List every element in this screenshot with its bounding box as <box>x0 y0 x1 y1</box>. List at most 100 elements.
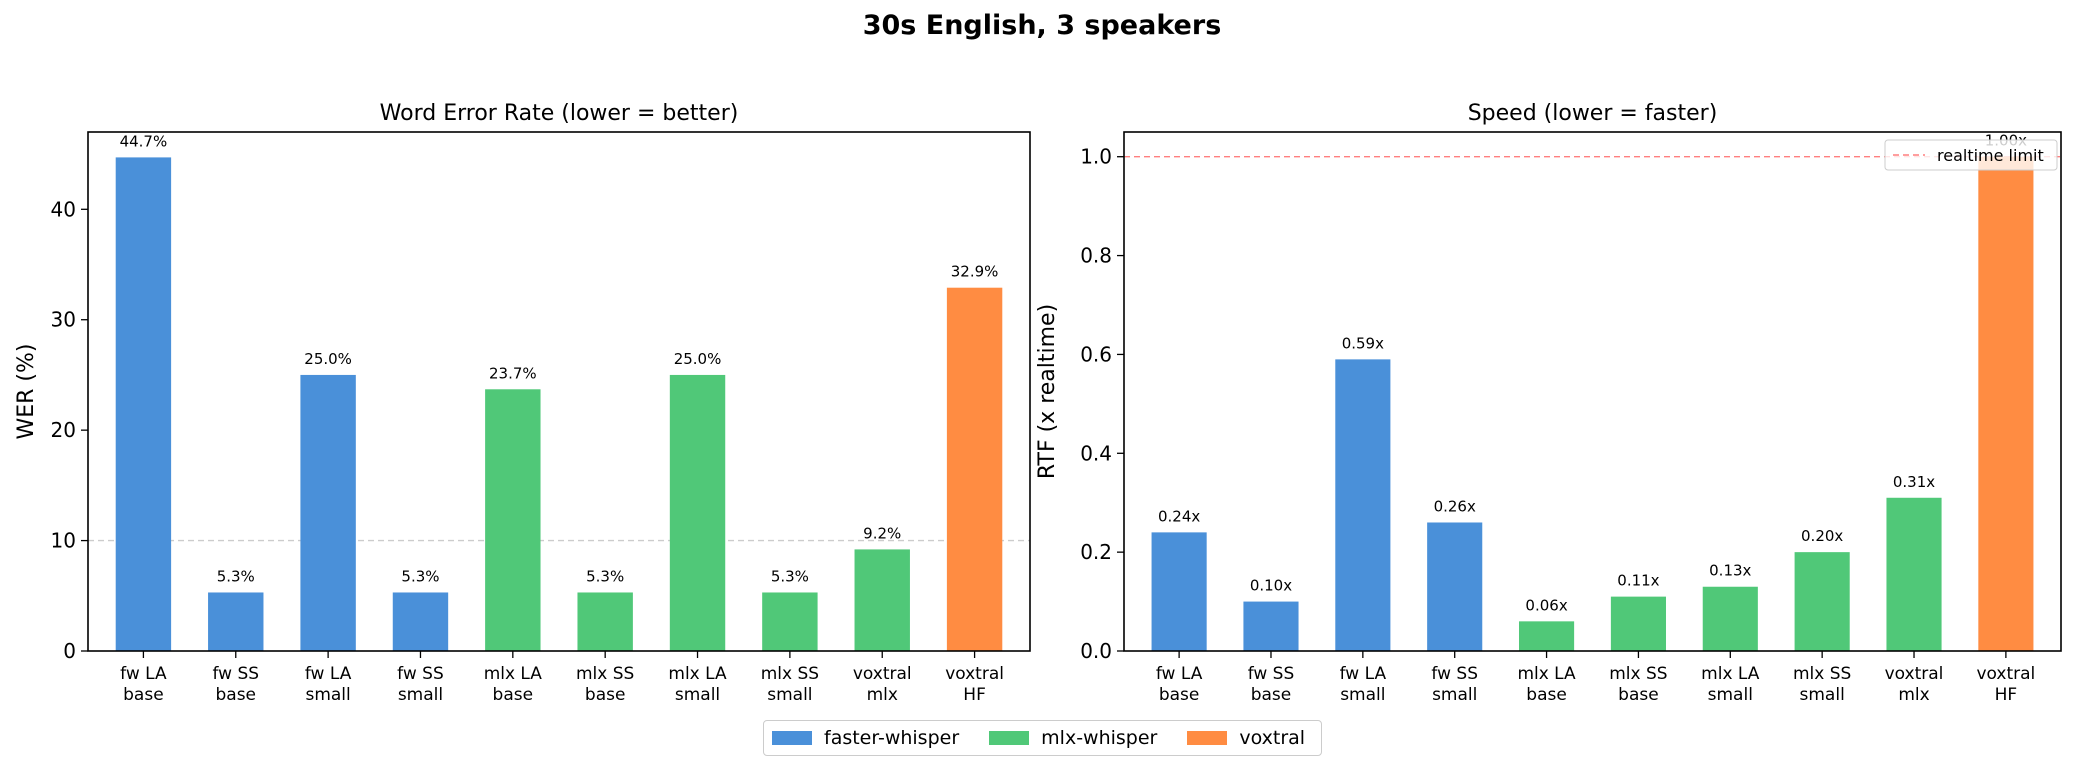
bar-value-label: 5.3% <box>771 567 809 585</box>
x-tick-label: fw LA <box>305 664 352 684</box>
x-tick-label: base <box>493 685 534 705</box>
bar <box>669 374 726 651</box>
axes-frame <box>1123 131 2062 652</box>
x-tick-label: small <box>767 685 812 705</box>
x-tick-label: mlx SS <box>761 664 819 684</box>
bar <box>854 549 910 651</box>
x-tick-label: mlx LA <box>1517 664 1576 684</box>
speed-chart: 0.24x 0.10x 0.59x 0.26x 0.06x 0.11x 0.13x 0.20x… <box>1035 101 2062 705</box>
y-tick-label: 10 <box>51 529 76 553</box>
legend-label: voxtral <box>1239 727 1306 749</box>
x-tick-label: small <box>1340 685 1385 705</box>
legend-item-mlx-whisper: mlx-whisper <box>989 727 1157 749</box>
y-tick-label: 0 <box>63 639 76 663</box>
legend-label: mlx-whisper <box>1041 727 1158 749</box>
x-tick-label: small <box>398 685 443 705</box>
y-axis-label: RTF (x realtime) <box>1035 304 1060 479</box>
bar-value-label: 0.10x <box>1250 577 1292 595</box>
bar-value-label: 0.31x <box>1893 473 1935 491</box>
legend-item-voxtral: voxtral <box>1187 727 1305 749</box>
y-tick-label: 1.0 <box>1080 145 1112 169</box>
bar-value-label: 32.9% <box>951 263 999 281</box>
bar-value-label: 25.0% <box>304 350 352 368</box>
bar-value-label: 0.24x <box>1158 507 1200 525</box>
bar-value-label: 9.2% <box>863 524 901 542</box>
bar <box>300 374 356 651</box>
bar <box>1151 532 1207 651</box>
x-tick-label: mlx LA <box>484 664 543 684</box>
bar <box>1427 522 1483 651</box>
chart-title: Word Error Rate (lower = better) <box>380 101 739 126</box>
bar-value-label: 0.26x <box>1434 497 1476 515</box>
y-tick-label: 0.6 <box>1080 342 1112 366</box>
y-tick-label: 0.8 <box>1080 244 1112 268</box>
x-tick-label: base <box>1526 685 1567 705</box>
legend-swatch <box>1187 731 1228 745</box>
y-tick-label: 0.2 <box>1080 540 1112 564</box>
x-tick-label: base <box>1618 685 1659 705</box>
x-tick-label: fw LA <box>120 664 167 684</box>
bar <box>946 287 1003 651</box>
y-tick-label: 30 <box>51 308 76 332</box>
x-tick-label: fw SS <box>1431 664 1478 684</box>
x-tick-label: small <box>675 685 720 705</box>
x-tick-label: fw LA <box>1156 664 1203 684</box>
x-tick-label: mlx SS <box>1609 664 1667 684</box>
bar <box>1886 497 1942 651</box>
realtime-legend-label: realtime limit <box>1937 146 2044 165</box>
x-tick-label: mlx LA <box>1701 664 1760 684</box>
bar <box>1243 601 1299 651</box>
figure-title: 30s English, 3 speakers <box>863 10 1222 41</box>
axes-frame <box>87 131 1031 652</box>
bar <box>762 592 818 651</box>
x-tick-label: mlx <box>1898 685 1929 705</box>
bar-value-label: 0.20x <box>1801 527 1843 545</box>
bar <box>1335 359 1391 651</box>
legend-item-faster-whisper: faster-whisper <box>772 727 959 749</box>
x-tick-label: base <box>585 685 626 705</box>
x-tick-label: small <box>1800 685 1845 705</box>
x-tick-label: voxtral <box>1885 664 1944 684</box>
y-tick-label: 20 <box>51 418 76 442</box>
bar <box>115 157 172 651</box>
x-tick-label: voxtral <box>853 664 912 684</box>
y-tick-label: 40 <box>51 197 76 221</box>
x-tick-label: mlx SS <box>576 664 634 684</box>
legend-swatch <box>989 731 1030 745</box>
bar <box>485 389 541 651</box>
x-tick-label: mlx <box>867 685 898 705</box>
bar-value-label: 5.3% <box>401 567 439 585</box>
bar <box>208 592 264 651</box>
bar-value-label: 0.13x <box>1709 562 1751 580</box>
x-tick-label: HF <box>1995 685 2018 705</box>
x-tick-label: base <box>215 685 256 705</box>
y-tick-label: 0.4 <box>1080 441 1112 465</box>
bar-value-label: 0.06x <box>1525 596 1567 614</box>
y-axis-label: WER (%) <box>14 343 39 439</box>
x-tick-label: small <box>1432 685 1477 705</box>
bar-value-label: 0.59x <box>1342 334 1384 352</box>
bar-value-label: 44.7% <box>120 132 168 150</box>
y-tick-label: 0.0 <box>1080 639 1112 663</box>
realtime-legend-box <box>1884 139 2058 171</box>
figure-legend: faster-whisper mlx-whisper voxtral <box>763 720 1322 756</box>
x-tick-label: small <box>305 685 350 705</box>
x-tick-label: mlx SS <box>1793 664 1851 684</box>
x-tick-label: base <box>123 685 164 705</box>
x-tick-label: voxtral <box>945 664 1004 684</box>
x-tick-label: base <box>1251 685 1292 705</box>
x-tick-label: fw SS <box>1248 664 1295 684</box>
bar <box>1610 596 1666 651</box>
x-tick-label: fw LA <box>1340 664 1387 684</box>
x-tick-label: fw SS <box>397 664 444 684</box>
bar <box>1519 621 1575 651</box>
bar-value-label: 5.3% <box>586 567 624 585</box>
chart-title: Speed (lower = faster) <box>1468 101 1718 126</box>
bar-value-label: 0.11x <box>1617 572 1659 590</box>
bar <box>1978 156 2034 651</box>
wer-chart: 44.7% 5.3% 25.0% 5.3% 23.7% 5.3% 25.0% 5.3% 9.2%… <box>14 101 1031 705</box>
bar <box>1794 552 1850 651</box>
bar-value-label: 25.0% <box>674 350 722 368</box>
legend-swatch <box>772 731 812 745</box>
